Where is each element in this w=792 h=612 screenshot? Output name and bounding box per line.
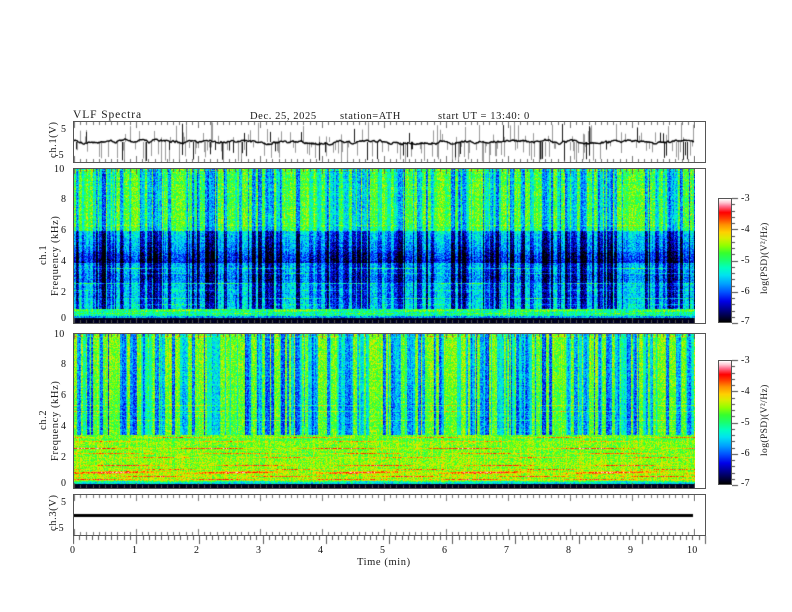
- ch2-spec-ytick-8: 8: [61, 359, 67, 370]
- colorbar-ch2-ticks: [732, 358, 740, 488]
- ch3-ytick-neg5: -5: [55, 523, 64, 534]
- cb2-tick-6: -6: [741, 448, 750, 459]
- xtick-1: 1: [132, 545, 138, 556]
- ch1-ytick-5: 5: [61, 124, 67, 135]
- xtick-10: 10: [687, 545, 698, 556]
- xtick-8: 8: [566, 545, 572, 556]
- ch1-spectrogram-plot: [74, 169, 695, 323]
- cb1-tick-7: -7: [741, 316, 750, 327]
- ch1-spec-ytick-0: 0: [61, 313, 67, 324]
- ch2-spec-ylabel-freq: Frequency (kHz): [50, 380, 61, 461]
- ch1-spec-ylabel-freq: Frequency (kHz): [50, 215, 61, 296]
- xtick-9: 9: [628, 545, 634, 556]
- ch3-waveform-plot: [74, 495, 695, 535]
- ch1-spec-ylabel-ch: ch.1: [38, 244, 49, 265]
- page-title: VLF Spectra: [73, 109, 142, 121]
- header-station: station=ATH: [340, 111, 401, 122]
- colorbar-ch2-label: log(PSD)(V²/Hz): [760, 384, 770, 456]
- ch1-spec-ytick-6: 6: [61, 225, 67, 236]
- colorbar-ch1: [718, 198, 732, 323]
- cb2-tick-3: -3: [741, 355, 750, 366]
- cb2-tick-7: -7: [741, 478, 750, 489]
- colorbar-ch1-label: log(PSD)(V²/Hz): [760, 222, 770, 294]
- cb2-tick-4: -4: [741, 386, 750, 397]
- ch2-spec-ytick-10: 10: [54, 329, 65, 340]
- x-axis-label: Time (min): [357, 557, 411, 568]
- ch1-spec-ytick-8: 8: [61, 194, 67, 205]
- ch1-spec-ytick-10: 10: [54, 164, 65, 175]
- ch1-ytick-neg5: -5: [55, 150, 64, 161]
- ch1-waveform-plot: [74, 122, 695, 162]
- xtick-5: 5: [380, 545, 386, 556]
- cb1-tick-4: -4: [741, 224, 750, 235]
- xtick-4: 4: [318, 545, 324, 556]
- cb1-tick-5: -5: [741, 255, 750, 266]
- ch2-spec-ytick-2: 2: [61, 452, 67, 463]
- xtick-2: 2: [194, 545, 200, 556]
- xtick-6: 6: [442, 545, 448, 556]
- ch3-waveform-ylabel: ch.3(V): [48, 494, 59, 531]
- ch1-waveform-ylabel: ch.1(V): [48, 121, 59, 158]
- cb1-tick-6: -6: [741, 286, 750, 297]
- colorbar-ch1-ticks: [732, 196, 740, 326]
- xtick-7: 7: [504, 545, 510, 556]
- xtick-0: 0: [70, 545, 76, 556]
- header-start-ut: start UT = 13:40: 0: [438, 111, 530, 122]
- ch1-spec-ytick-4: 4: [61, 256, 67, 267]
- x-axis-ticks: [73, 536, 707, 545]
- ch3-ytick-5: 5: [61, 497, 67, 508]
- ch1-spec-ytick-2: 2: [61, 287, 67, 298]
- ch2-spec-ytick-4: 4: [61, 421, 67, 432]
- xtick-3: 3: [256, 545, 262, 556]
- ch2-spec-ytick-6: 6: [61, 390, 67, 401]
- ch2-spec-ytick-0: 0: [61, 478, 67, 489]
- ch2-spectrogram-plot: [74, 334, 695, 488]
- cb2-tick-5: -5: [741, 417, 750, 428]
- cb1-tick-3: -3: [741, 193, 750, 204]
- header-date: Dec. 25, 2025: [250, 111, 317, 122]
- ch2-spec-ylabel-ch: ch.2: [38, 409, 49, 430]
- colorbar-ch2: [718, 360, 732, 485]
